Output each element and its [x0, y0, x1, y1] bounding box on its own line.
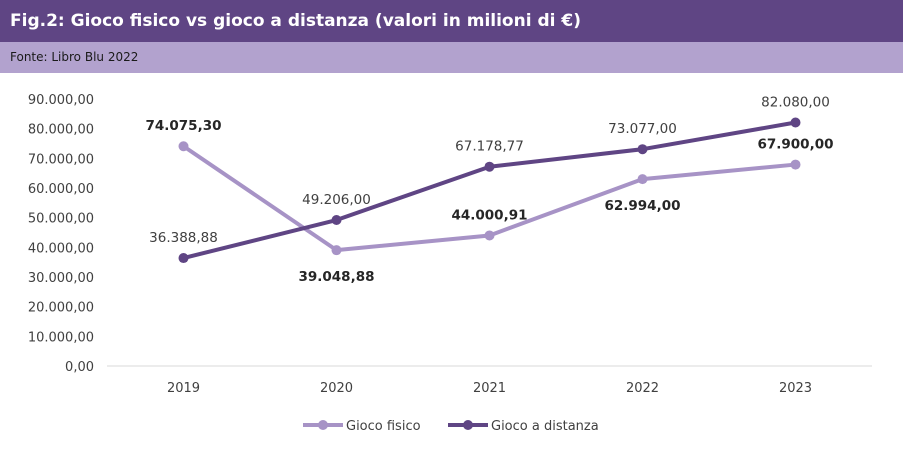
series-gioco-a-distanza-point	[178, 253, 189, 264]
y-tick-label: 80.000,00	[28, 123, 94, 138]
y-tick-label: 60.000,00	[28, 182, 94, 197]
y-tick-label: 10.000,00	[28, 330, 94, 345]
y-tick-label: 90.000,00	[28, 93, 94, 108]
y-tick-label: 40.000,00	[28, 241, 94, 256]
series-gioco-fisico-point	[331, 245, 342, 256]
x-tick-label: 2023	[779, 381, 812, 396]
legend-item-gioco-fisico: Gioco fisico	[303, 419, 421, 434]
data-label: 67.900,00	[757, 137, 833, 153]
x-tick-label: 2020	[320, 381, 353, 396]
legend-marker	[463, 420, 473, 430]
data-label: 67.178,77	[455, 139, 524, 155]
legend: Gioco fisico Gioco a distanza	[303, 419, 599, 434]
series-gioco-a-distanza-point	[331, 215, 342, 226]
data-label: 49.206,00	[302, 192, 371, 208]
x-tick-label: 2021	[473, 381, 506, 396]
y-tick-label: 50.000,00	[28, 212, 94, 227]
series-gioco-a-distanza-point	[790, 117, 801, 128]
data-label: 44.000,91	[451, 207, 527, 223]
chart-title: Fig.2: Gioco fisico vs gioco a distanza …	[0, 0, 903, 42]
y-tick-label: 20.000,00	[28, 301, 94, 316]
series-gioco-fisico-point	[790, 159, 801, 170]
y-axis-ticks: 0,00 10.000,00 20.000,00 30.000,00 40.000,00…	[28, 93, 94, 375]
series-gioco-a-distanza-point	[484, 161, 495, 172]
data-label: 39.048,88	[298, 269, 374, 285]
legend-label: Gioco a distanza	[491, 419, 599, 434]
data-labels-layer: 74.075,30 39.048,88 44.000,91 62.994,00 67.9…	[145, 94, 833, 285]
x-tick-label: 2019	[167, 381, 200, 396]
data-label: 73.077,00	[608, 121, 677, 137]
series-gioco-a-distanza-point	[637, 144, 648, 155]
series-gioco-fisico-point	[484, 230, 495, 241]
series-layer	[178, 117, 801, 264]
y-tick-label: 70.000,00	[28, 152, 94, 167]
chart-source: Fonte: Libro Blu 2022	[0, 42, 903, 73]
x-tick-label: 2022	[626, 381, 659, 396]
legend-marker	[318, 420, 328, 430]
y-tick-label: 30.000,00	[28, 271, 94, 286]
data-label: 36.388,88	[149, 230, 218, 246]
data-label: 62.994,00	[604, 198, 680, 214]
x-axis-ticks: 2019 2020 2021 2022 2023	[167, 381, 812, 396]
y-tick-label: 0,00	[65, 360, 94, 375]
data-label: 82.080,00	[761, 94, 830, 110]
legend-label: Gioco fisico	[346, 419, 421, 434]
series-gioco-fisico-point	[637, 174, 648, 185]
data-label: 74.075,30	[145, 118, 221, 134]
series-gioco-fisico-point	[178, 141, 189, 152]
legend-item-gioco-a-distanza: Gioco a distanza	[448, 419, 599, 434]
